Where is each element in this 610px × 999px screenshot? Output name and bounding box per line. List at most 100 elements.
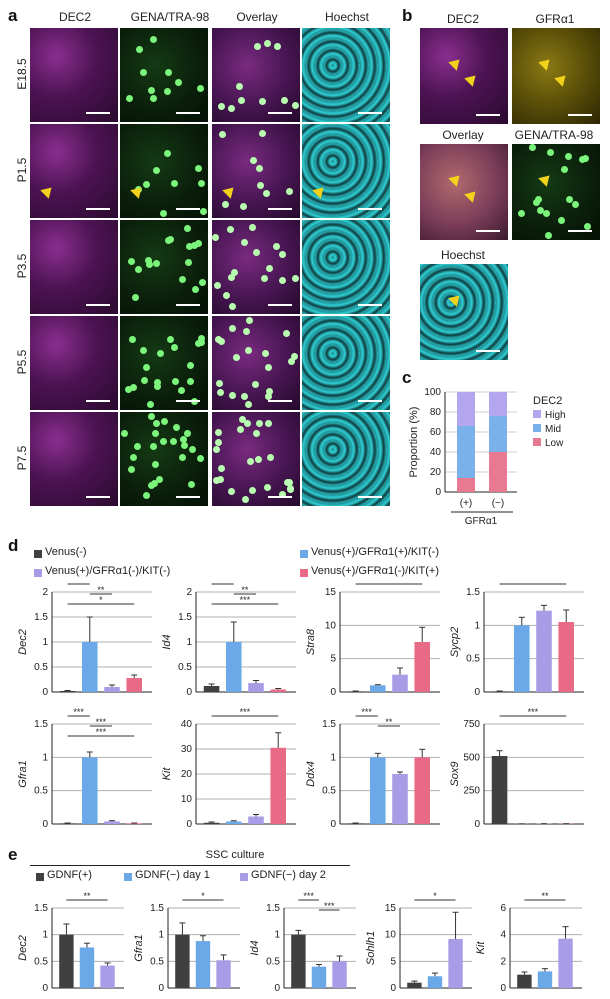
cell-nucleus bbox=[264, 363, 272, 371]
scale-bar bbox=[268, 304, 292, 306]
sig-label: *** bbox=[528, 582, 539, 585]
micrograph-b-dec2 bbox=[420, 28, 508, 124]
micrograph-a-r3-c0 bbox=[30, 316, 118, 410]
y-tick-label: 15 bbox=[325, 587, 337, 598]
e-kit-bar-0 bbox=[517, 974, 532, 988]
scale-bar bbox=[268, 400, 292, 402]
cell-nucleus bbox=[259, 129, 267, 137]
cell-nucleus bbox=[188, 445, 196, 453]
cell-nucleus bbox=[279, 491, 287, 499]
cell-nucleus bbox=[565, 153, 573, 161]
cell-nucleus bbox=[253, 43, 261, 51]
e-dec2-gene-label: Dec2 bbox=[17, 935, 29, 961]
cell-nucleus bbox=[216, 389, 224, 397]
legend-swatch-gfra1-pos bbox=[300, 550, 308, 558]
b-title-gena: GENA/TRA-98 bbox=[514, 128, 594, 142]
x-tick-label: (−) bbox=[492, 498, 505, 509]
d-gfra1-bar-2 bbox=[104, 821, 120, 824]
chart-d: 00.511.52Dec2*****00.511.52Id4*******051… bbox=[17, 582, 584, 830]
sig-label: ** bbox=[83, 891, 91, 901]
cell-nucleus bbox=[240, 238, 248, 246]
cell-nucleus bbox=[188, 480, 196, 488]
y-tick-label: 20 bbox=[430, 467, 442, 478]
d-ddx4-bar-1 bbox=[370, 757, 386, 824]
sig-label: * bbox=[201, 891, 205, 901]
e-gfra1-bar-0 bbox=[175, 934, 190, 988]
e-gfra1-bar-1 bbox=[195, 941, 211, 988]
y-tick-label: 2 bbox=[500, 956, 506, 967]
cell-nucleus bbox=[150, 480, 158, 488]
legend-gfra1-neg-kit-neg: Venus(+)/GFRα1(-)/KIT(-) bbox=[45, 565, 171, 577]
y-tick-label: 0 bbox=[42, 819, 48, 830]
legend-gdnf-neg-d2: GDNF(−) day 2 bbox=[251, 869, 326, 881]
cell-nucleus bbox=[183, 429, 191, 437]
cell-nucleus bbox=[141, 376, 149, 384]
cell-nucleus bbox=[165, 236, 173, 244]
cell-nucleus bbox=[144, 256, 152, 264]
cell-nucleus bbox=[153, 260, 161, 268]
y-tick-label: 0.5 bbox=[178, 662, 192, 673]
scale-bar bbox=[86, 208, 110, 210]
e-sohlh1-bar-1 bbox=[427, 976, 443, 988]
cell-nucleus bbox=[532, 198, 540, 206]
cell-nucleus bbox=[127, 465, 135, 473]
d-stra8-bar-0 bbox=[347, 691, 364, 692]
d-sox9-gene-label: Sox9 bbox=[449, 761, 461, 786]
cell-nucleus bbox=[250, 157, 258, 165]
d-ddx4-bar-3 bbox=[414, 757, 430, 824]
x-tick-label: (+) bbox=[460, 498, 473, 509]
scale-bar bbox=[476, 114, 500, 116]
cell-nucleus bbox=[279, 250, 287, 258]
cell-nucleus bbox=[149, 95, 157, 103]
y-tick-label: 30 bbox=[181, 744, 193, 755]
y-tick-label: 250 bbox=[463, 786, 480, 797]
cell-nucleus bbox=[153, 420, 161, 428]
cell-nucleus bbox=[151, 429, 159, 437]
y-tick-label: 1 bbox=[158, 930, 164, 941]
cell-nucleus bbox=[214, 281, 222, 289]
cell-nucleus bbox=[215, 438, 223, 446]
legend-gfra1-pos: Venus(+)/GFRα1(+)/KIT(-) bbox=[311, 546, 439, 558]
cell-nucleus bbox=[290, 352, 298, 360]
legend-swatch bbox=[533, 438, 541, 446]
b-title-gfra1: GFRα1 bbox=[535, 12, 575, 26]
cell-nucleus bbox=[228, 392, 236, 400]
d-gfra1-bar-1 bbox=[82, 757, 98, 824]
sig-label: *** bbox=[528, 707, 539, 717]
y-tick-label: 0.5 bbox=[34, 786, 48, 797]
cell-nucleus bbox=[142, 181, 150, 189]
scale-bar bbox=[476, 230, 500, 232]
cell-nucleus bbox=[244, 400, 252, 408]
micrograph-a-r0-c3 bbox=[302, 28, 390, 122]
x-group-label: GFRα1 bbox=[465, 516, 498, 527]
cell-nucleus bbox=[229, 303, 237, 311]
cell-nucleus bbox=[217, 464, 225, 472]
cell-nucleus bbox=[291, 101, 299, 109]
cell-nucleus bbox=[152, 167, 160, 175]
sig-label: ** bbox=[219, 582, 227, 585]
cell-nucleus bbox=[184, 224, 192, 232]
cell-nucleus bbox=[291, 275, 299, 283]
y-tick-label: 1 bbox=[474, 620, 480, 631]
micrograph-b-gena bbox=[512, 144, 600, 240]
d-kit-bar-2 bbox=[248, 816, 264, 824]
cell-nucleus bbox=[215, 429, 223, 437]
y-tick-label: 0 bbox=[500, 983, 506, 994]
cell-nucleus bbox=[243, 328, 251, 336]
cell-nucleus bbox=[212, 234, 220, 242]
y-tick-label: 1 bbox=[42, 752, 48, 763]
cell-nucleus bbox=[129, 454, 137, 462]
sig-label: *** bbox=[384, 582, 395, 585]
col-title-hoechst: Hoechst bbox=[324, 10, 370, 24]
y-tick-label: 1.5 bbox=[150, 903, 164, 914]
y-tick-label: 1.5 bbox=[322, 719, 336, 730]
cell-nucleus bbox=[583, 222, 591, 230]
cell-nucleus bbox=[172, 424, 180, 432]
b-title-overlay: Overlay bbox=[442, 128, 484, 142]
cell-nucleus bbox=[251, 381, 259, 389]
y-tick-label: 10 bbox=[385, 930, 397, 941]
micrograph-a-r2-c3 bbox=[302, 220, 390, 314]
legend-label: High bbox=[545, 410, 566, 421]
y-tick-label: 0 bbox=[186, 687, 192, 698]
cell-nucleus bbox=[558, 217, 566, 225]
